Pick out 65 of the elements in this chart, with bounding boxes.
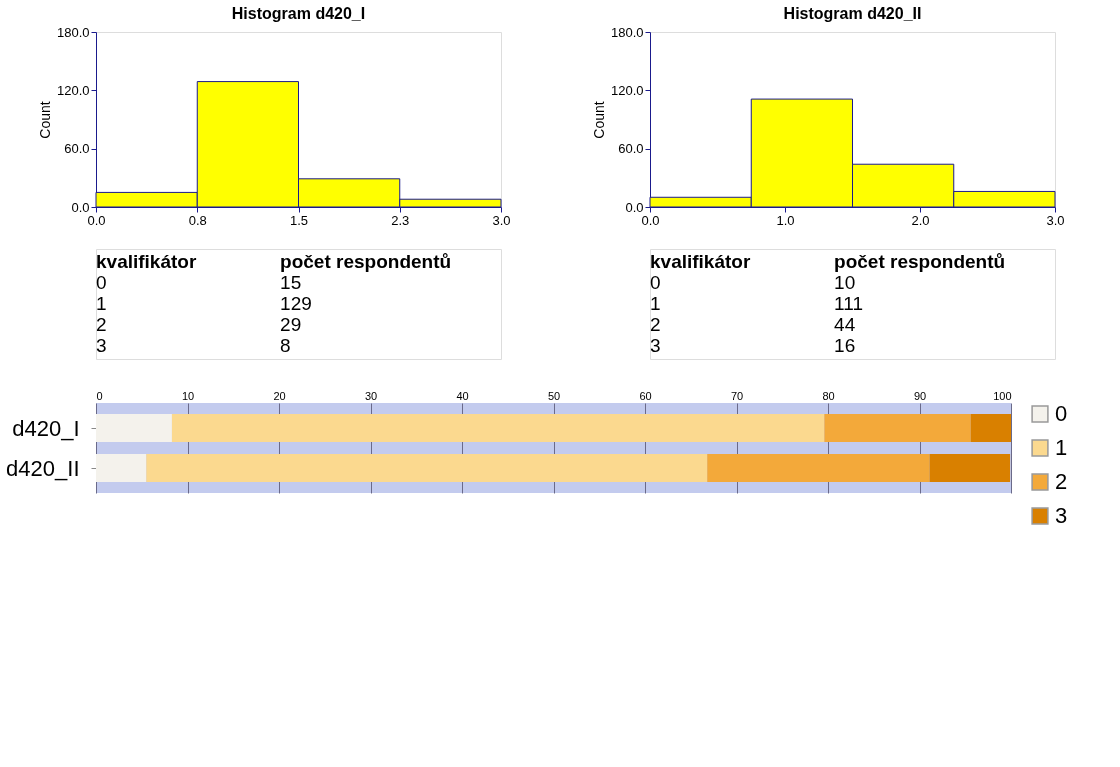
text: kvalifikátor <box>96 250 197 272</box>
y-tick-label: 180.0 <box>56 24 90 40</box>
x-tick-label: 20 <box>273 389 286 402</box>
x-tick-label: 1.5 <box>289 212 309 228</box>
bar <box>96 454 147 482</box>
y-tick-label: 60.0 <box>618 141 644 157</box>
x-tick-label: 0.8 <box>188 212 207 228</box>
text: 3 <box>650 335 661 357</box>
text: 111 <box>834 293 863 314</box>
legend-label: 3 <box>1055 503 1068 528</box>
bar <box>171 414 825 442</box>
text: počet respondentů <box>280 250 452 272</box>
y-tick-label: 0.0 <box>71 199 90 215</box>
y-tick-label: 120.0 <box>610 82 644 98</box>
bar <box>929 454 1011 482</box>
x-tick-label: 60 <box>639 389 652 402</box>
text: 0 <box>650 271 661 293</box>
x-tick-label: 70 <box>730 389 744 402</box>
y-tick-label: d420_I <box>12 415 80 441</box>
bar <box>96 414 172 442</box>
bar <box>146 454 708 482</box>
x-tick-label: 3.0 <box>492 212 511 228</box>
x-tick-label: 30 <box>364 389 378 402</box>
text: 15 <box>280 271 302 293</box>
y-tick-label: 0.0 <box>625 199 644 215</box>
x-tick-label: 50 <box>547 389 561 402</box>
x-tick-label: 90 <box>913 389 927 402</box>
bar <box>707 454 930 482</box>
text: 16 <box>834 335 856 357</box>
text: 0 <box>96 271 107 293</box>
x-tick-label: 2.3 <box>391 212 410 228</box>
text: 1 <box>650 293 661 314</box>
text: 29 <box>280 314 302 336</box>
legend-label: 1 <box>1055 435 1068 460</box>
y-axis-title: Count <box>36 101 53 139</box>
bar <box>970 414 1011 442</box>
x-tick-label: 0.0 <box>641 212 660 228</box>
text: 129 <box>280 293 312 314</box>
y-tick-label: 60.0 <box>64 141 90 157</box>
text: 3 <box>96 335 107 357</box>
text: 44 <box>834 314 856 336</box>
x-tick-label: 10 <box>181 389 195 402</box>
bar <box>824 414 971 442</box>
y-axis-title: Count <box>590 101 607 139</box>
x-tick-label: 1.0 <box>776 212 795 228</box>
x-tick-label: 0.0 <box>87 212 106 228</box>
text: 8 <box>280 335 291 357</box>
text: 10 <box>834 271 856 293</box>
x-tick-label: 0 <box>96 389 103 402</box>
chart-title: Histogram d420_I <box>231 5 366 22</box>
chart-title: Histogram d420_II <box>783 5 922 22</box>
text: 2 <box>650 314 661 336</box>
text: počet respondentů <box>834 250 1006 272</box>
x-tick-label: 2.0 <box>911 212 930 228</box>
text: 2 <box>96 314 107 336</box>
y-tick-label: d420_II <box>6 455 80 481</box>
x-tick-label: 3.0 <box>1046 212 1065 228</box>
y-tick-label: 120.0 <box>56 82 90 98</box>
text: kvalifikátor <box>650 250 751 272</box>
x-tick-label: 80 <box>822 389 835 402</box>
legend-label: 2 <box>1055 469 1068 494</box>
text: 1 <box>96 293 107 314</box>
x-tick-label: 40 <box>456 389 469 402</box>
x-tick-label: 100 <box>993 389 1012 402</box>
y-tick-label: 180.0 <box>610 24 644 40</box>
